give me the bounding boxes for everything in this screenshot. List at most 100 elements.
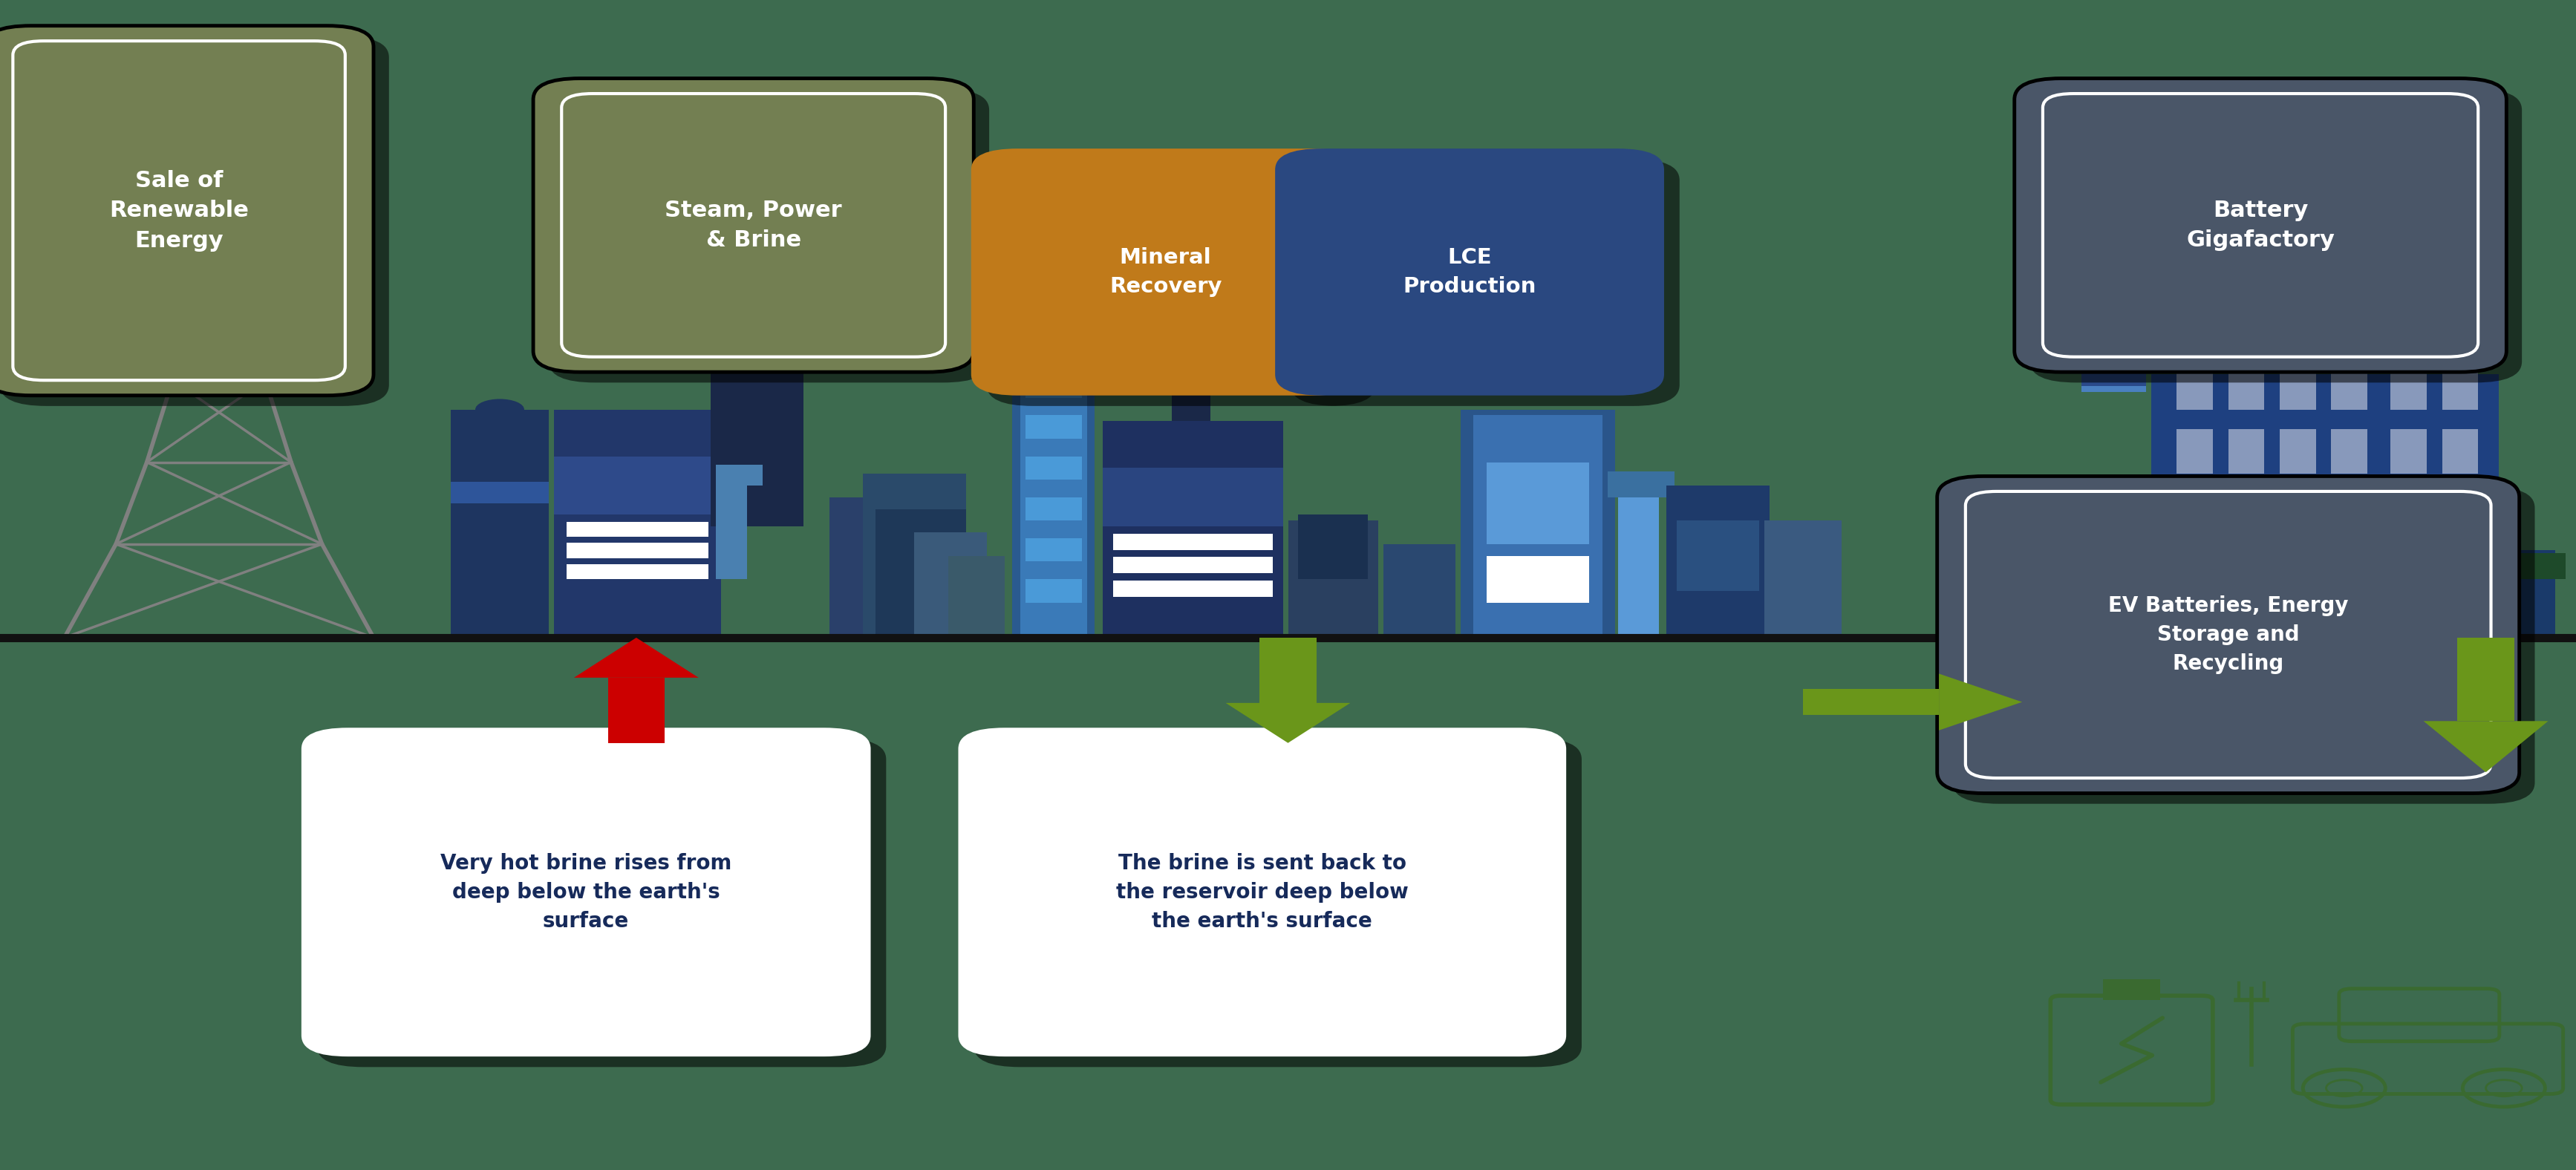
FancyBboxPatch shape <box>317 738 886 1067</box>
Bar <box>567 543 708 558</box>
FancyBboxPatch shape <box>974 738 1582 1067</box>
Bar <box>2442 558 2478 603</box>
Bar <box>2105 979 2161 1000</box>
Bar <box>716 474 747 579</box>
Bar <box>554 409 721 638</box>
Bar <box>1486 556 1589 603</box>
Bar <box>2112 521 2156 638</box>
FancyBboxPatch shape <box>549 89 989 383</box>
Bar <box>2391 365 2427 409</box>
FancyBboxPatch shape <box>1953 487 2535 804</box>
Bar <box>2331 494 2367 538</box>
Polygon shape <box>1940 674 2022 730</box>
Bar <box>711 257 757 527</box>
Text: Steam, Power
& Brine: Steam, Power & Brine <box>665 199 842 252</box>
FancyBboxPatch shape <box>971 149 1360 395</box>
Bar <box>1025 497 1082 521</box>
Bar <box>2081 333 2146 363</box>
FancyBboxPatch shape <box>0 36 389 406</box>
Bar <box>2177 429 2213 474</box>
Bar <box>1113 534 1273 550</box>
Text: Mineral
Recovery: Mineral Recovery <box>1110 247 1221 297</box>
Bar <box>451 409 549 638</box>
Ellipse shape <box>474 399 526 420</box>
Bar <box>716 464 762 486</box>
Bar <box>1607 472 1674 497</box>
Bar <box>2081 386 2146 392</box>
FancyBboxPatch shape <box>1291 159 1680 406</box>
Bar <box>1113 557 1273 573</box>
Bar <box>2280 494 2316 538</box>
Bar <box>876 509 966 638</box>
Bar <box>2486 573 2517 638</box>
Bar <box>863 474 966 638</box>
Bar <box>2331 429 2367 474</box>
Bar <box>2228 365 2264 409</box>
Bar <box>1025 579 1082 603</box>
Text: Very hot brine rises from
deep below the earth's
surface: Very hot brine rises from deep below the… <box>440 853 732 931</box>
Bar <box>2081 216 2146 246</box>
Bar <box>2280 558 2316 603</box>
Bar <box>1677 521 1759 591</box>
Bar <box>2233 1000 2269 1065</box>
Bar <box>2280 365 2316 409</box>
Polygon shape <box>1803 689 1940 715</box>
Bar <box>2442 365 2478 409</box>
Bar <box>1473 415 1602 638</box>
Bar <box>829 497 902 638</box>
Bar <box>567 522 708 537</box>
Text: Battery
Gigafactory: Battery Gigafactory <box>2187 199 2334 252</box>
Bar <box>1025 374 1082 398</box>
Bar <box>2494 553 2566 579</box>
Bar <box>1113 580 1273 597</box>
Bar <box>1618 474 1659 638</box>
Bar <box>762 257 799 275</box>
Bar <box>1103 468 1283 527</box>
Bar <box>716 257 752 275</box>
Bar <box>706 252 762 263</box>
Bar <box>1025 538 1082 562</box>
Bar <box>1020 357 1087 638</box>
Bar <box>2228 494 2264 538</box>
FancyBboxPatch shape <box>0 26 374 395</box>
Text: The brine is sent back to
the reservoir deep below
the earth's surface: The brine is sent back to the reservoir … <box>1115 853 1409 931</box>
Polygon shape <box>574 638 698 677</box>
Bar <box>2177 558 2213 603</box>
Bar <box>1667 486 1770 638</box>
Bar <box>2081 187 2146 216</box>
Bar <box>914 532 987 638</box>
Bar <box>2331 558 2367 603</box>
Bar <box>554 456 721 515</box>
FancyBboxPatch shape <box>533 78 974 372</box>
Polygon shape <box>1226 703 1350 743</box>
Polygon shape <box>2458 638 2514 721</box>
Bar <box>1172 316 1211 421</box>
Bar <box>2331 365 2367 409</box>
Bar <box>2391 558 2427 603</box>
Bar <box>2280 429 2316 474</box>
FancyBboxPatch shape <box>1937 476 2519 793</box>
Bar <box>2228 558 2264 603</box>
Bar <box>2442 494 2478 538</box>
Bar <box>2081 363 2146 392</box>
FancyBboxPatch shape <box>2030 89 2522 383</box>
Bar <box>2081 275 2146 304</box>
Bar <box>1383 544 1455 638</box>
Bar <box>2177 494 2213 538</box>
Bar <box>752 252 809 263</box>
Polygon shape <box>1260 638 1316 703</box>
FancyBboxPatch shape <box>1275 149 1664 395</box>
FancyBboxPatch shape <box>987 159 1376 406</box>
Bar <box>2391 429 2427 474</box>
Text: EV Batteries, Energy
Storage and
Recycling: EV Batteries, Energy Storage and Recycli… <box>2107 596 2349 674</box>
Bar <box>2499 550 2555 638</box>
Bar <box>451 482 549 503</box>
Bar <box>2391 494 2427 538</box>
Text: Sale of
Renewable
Energy: Sale of Renewable Energy <box>108 170 250 252</box>
FancyBboxPatch shape <box>958 728 1566 1057</box>
Bar <box>2228 429 2264 474</box>
Bar <box>2081 304 2146 333</box>
Bar <box>1025 456 1082 480</box>
Bar <box>1012 351 1095 638</box>
Polygon shape <box>608 677 665 743</box>
